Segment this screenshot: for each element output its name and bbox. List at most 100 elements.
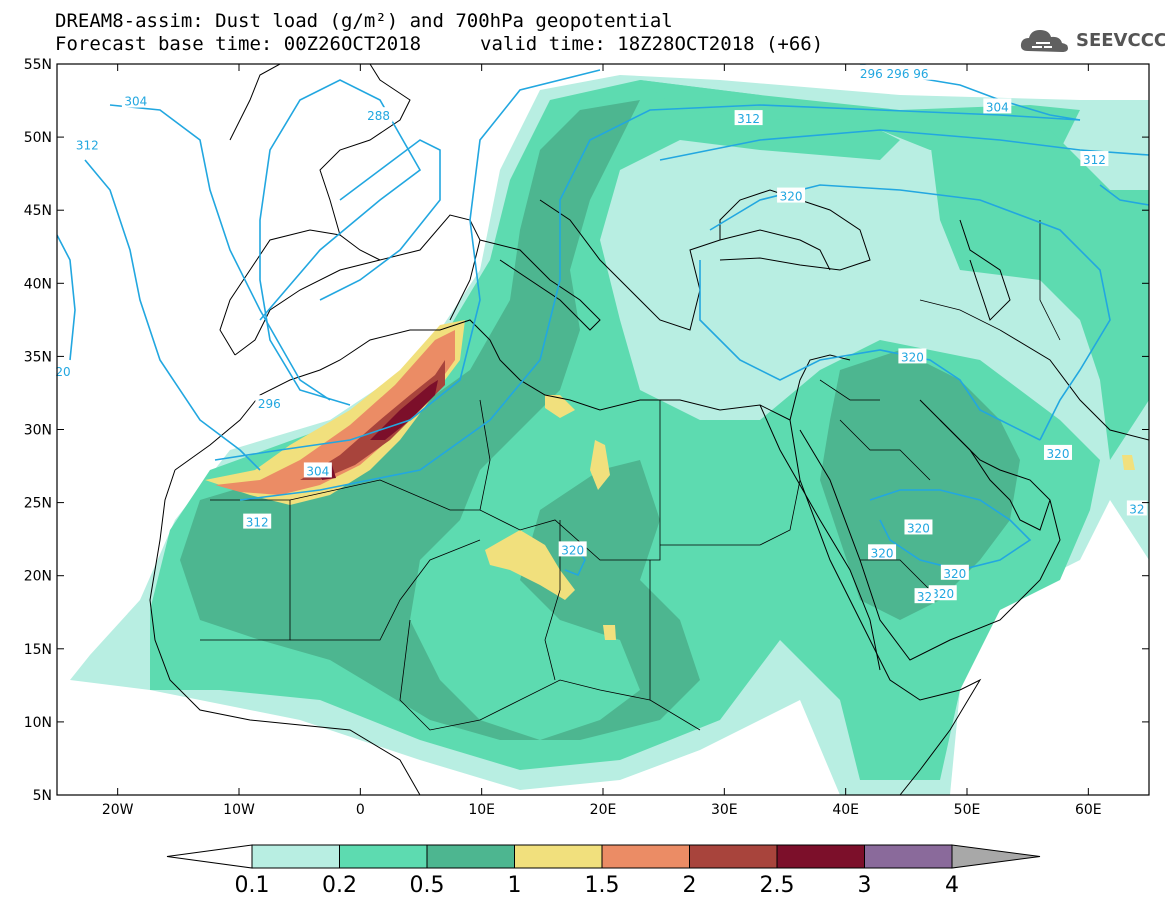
contour-label: 320 bbox=[931, 587, 954, 601]
contour-label: 304 bbox=[306, 464, 329, 478]
logo-text: SEEVCCC bbox=[1076, 30, 1165, 51]
geopotential-contours bbox=[57, 64, 1149, 577]
lon-label: 0 bbox=[356, 802, 365, 818]
colorbar-over-triangle bbox=[951, 844, 1041, 869]
coastline-caspian bbox=[959, 219, 1011, 321]
colorbar-swatch bbox=[689, 844, 778, 869]
dust-band-1-a bbox=[485, 530, 575, 600]
colorbar-tick-label: 0.1 bbox=[234, 873, 270, 898]
contour-label-bg bbox=[364, 107, 393, 123]
contour-320-c bbox=[869, 489, 1032, 571]
contour-label-bg bbox=[243, 513, 272, 529]
contour-304-west bbox=[109, 104, 331, 401]
contour-labels: 304 312 288 296 296 96 312 304 312 320 20 296 304 3… bbox=[53, 64, 1147, 604]
coastlines bbox=[149, 64, 1149, 795]
contour-312-east bbox=[659, 129, 1149, 161]
contour-label: 304 bbox=[124, 95, 147, 109]
contour-312 bbox=[239, 104, 1081, 501]
contour-label: 312 bbox=[76, 138, 99, 152]
dust-band-0.5 bbox=[180, 100, 700, 740]
colorbar-tick-label: 0.5 bbox=[409, 873, 445, 898]
colorbar-tick-label: 2.5 bbox=[759, 873, 795, 898]
contour-label-bg bbox=[53, 363, 74, 379]
colorbar-tick-label: 2 bbox=[682, 873, 697, 898]
lon-label: 50E bbox=[954, 802, 981, 818]
contour-296 bbox=[259, 79, 422, 406]
country-borders bbox=[200, 220, 1061, 731]
lat-label: 5N bbox=[33, 788, 52, 804]
dust-band-0.2-north bbox=[640, 80, 1080, 150]
colorbar-swatch bbox=[864, 844, 953, 869]
colorbar-swatch bbox=[514, 844, 603, 869]
lat-label: 50N bbox=[24, 130, 52, 146]
colorbar-tick-label: 4 bbox=[945, 873, 959, 898]
colorbar-tick-label: 1 bbox=[507, 873, 522, 898]
coastline-iran bbox=[999, 329, 1149, 441]
forecast-base-time: Forecast base time: 00Z26OCT2018 bbox=[55, 33, 422, 55]
coastline-italy bbox=[479, 239, 601, 331]
contour-label: 312 bbox=[1083, 153, 1106, 167]
contour-label: 296 bbox=[258, 397, 281, 411]
coastline-black-sea bbox=[719, 189, 871, 271]
coastline-europe-med bbox=[234, 214, 481, 356]
colorbar-swatch bbox=[776, 844, 865, 869]
contour-label-bg bbox=[121, 92, 150, 108]
contour-label-bg bbox=[777, 187, 806, 203]
contour-label-bg bbox=[1080, 151, 1109, 167]
cloud-logo-icon bbox=[1020, 30, 1068, 52]
coastline-uk bbox=[229, 64, 281, 141]
contour-label-bg bbox=[1126, 500, 1147, 516]
colorbar-tick-label: 0.2 bbox=[322, 873, 357, 898]
contour-label-bg bbox=[255, 395, 284, 411]
colorbar bbox=[166, 844, 1041, 869]
colorbar-tick-label: 1.5 bbox=[584, 873, 620, 898]
colorbar-swatch bbox=[426, 844, 515, 869]
lon-label: 20W bbox=[102, 802, 134, 818]
lat-label: 15N bbox=[24, 642, 52, 658]
lat-label: 25N bbox=[24, 496, 52, 512]
contour-label-bg bbox=[898, 348, 927, 364]
lat-label: 55N bbox=[24, 57, 52, 73]
lat-label: 40N bbox=[24, 276, 52, 292]
coastline-red-sea bbox=[759, 404, 881, 671]
dust-band-0.2-ne bbox=[930, 130, 1149, 460]
contour-288 bbox=[319, 139, 441, 301]
contour-label: 320 bbox=[780, 190, 803, 204]
lon-label: 10E bbox=[468, 802, 495, 818]
contour-label: 312 bbox=[246, 516, 269, 530]
coastline-iberia bbox=[219, 229, 381, 356]
colorbar-swatch bbox=[339, 844, 428, 869]
dust-band-1-e bbox=[1122, 455, 1135, 470]
contour-label-bg bbox=[1044, 444, 1072, 460]
dust-band-1-d bbox=[603, 625, 616, 640]
contour-label: 312 bbox=[737, 112, 760, 126]
lon-label: 40E bbox=[832, 802, 859, 818]
contour-label: 320 bbox=[901, 350, 924, 364]
latitude-axis: 55N 50N 45N 40N 35N 30N 25N 20N 15N 10N 5N bbox=[24, 57, 1149, 804]
contour-label: 320 bbox=[907, 521, 930, 535]
contour-label: 32 bbox=[917, 590, 932, 604]
contour-312-ne bbox=[1099, 184, 1149, 206]
colorbar-under-triangle bbox=[166, 844, 253, 869]
contour-label: 320 bbox=[871, 546, 894, 560]
lon-label: 10W bbox=[223, 802, 255, 818]
contour-label-bg bbox=[928, 585, 957, 601]
contour-320-west bbox=[57, 234, 76, 361]
lon-label: 20E bbox=[590, 802, 617, 818]
contour-label: 32 bbox=[1129, 502, 1144, 516]
dust-band-1-c bbox=[545, 395, 575, 418]
longitude-axis: 20W 10W 0 10E 20E 30E 40E 50E 60E bbox=[102, 64, 1102, 818]
contour-label-bg bbox=[914, 588, 935, 604]
contour-label-bg bbox=[904, 519, 933, 535]
colorbar-swatch bbox=[601, 844, 690, 869]
coastline-africa bbox=[174, 319, 982, 795]
contour-label: 20 bbox=[55, 365, 70, 379]
seevccc-logo: SEEVCCC bbox=[1018, 25, 1165, 57]
contour-label-bg bbox=[558, 541, 587, 557]
contour-label-bg bbox=[73, 136, 102, 152]
contour-label: 296 296 96 bbox=[860, 67, 929, 81]
lat-label: 35N bbox=[24, 349, 52, 365]
contour-label: 288 bbox=[367, 109, 390, 123]
contour-label-bg bbox=[940, 564, 969, 580]
